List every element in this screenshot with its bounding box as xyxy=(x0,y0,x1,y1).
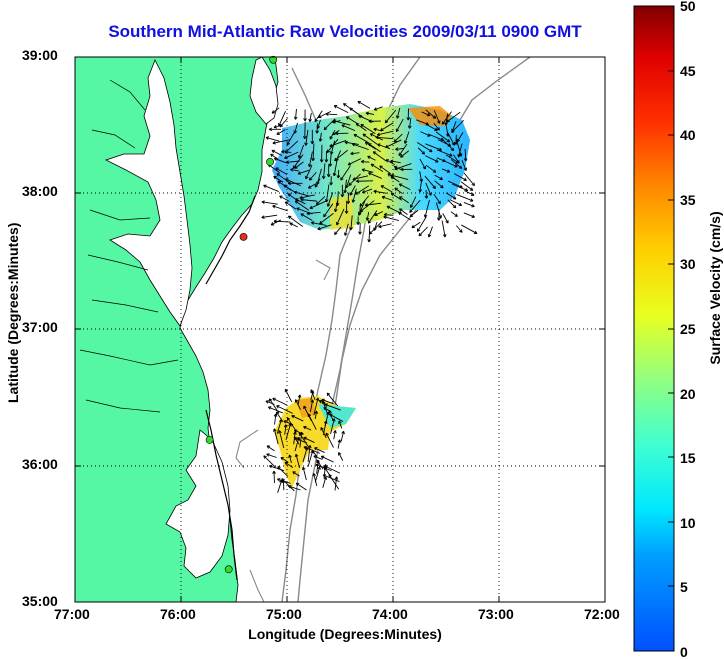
station-marker xyxy=(266,158,273,165)
station-marker xyxy=(206,436,213,443)
velocity-vector-head xyxy=(318,229,321,230)
velocity-vector xyxy=(274,471,275,483)
velocity-vector-head xyxy=(435,186,436,189)
station-marker xyxy=(240,233,247,240)
velocity-vector-head xyxy=(274,127,277,128)
velocity-vector-head xyxy=(474,183,475,186)
velocity-vector-head xyxy=(461,153,462,156)
velocity-vector-head xyxy=(461,229,462,232)
station-marker xyxy=(225,566,232,573)
velocity-vector-head xyxy=(360,211,363,212)
velocity-vector-head xyxy=(410,216,413,217)
velocity-vector-head xyxy=(439,127,440,130)
velocity-vector-head xyxy=(441,215,442,218)
velocity-vector-head xyxy=(335,160,338,161)
velocity-vector-head xyxy=(327,393,328,396)
velocity-vector-head xyxy=(298,174,301,175)
